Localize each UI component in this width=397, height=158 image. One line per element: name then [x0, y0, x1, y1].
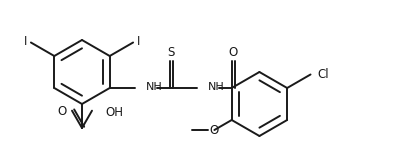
Text: NH: NH — [146, 82, 162, 92]
Text: S: S — [167, 46, 174, 60]
Text: Cl: Cl — [318, 68, 329, 81]
Text: O: O — [58, 105, 67, 118]
Text: I: I — [137, 35, 141, 48]
Text: NH: NH — [208, 82, 224, 92]
Text: OH: OH — [105, 106, 123, 119]
Text: I: I — [23, 35, 27, 48]
Text: O: O — [228, 46, 237, 60]
Text: O: O — [210, 125, 219, 137]
